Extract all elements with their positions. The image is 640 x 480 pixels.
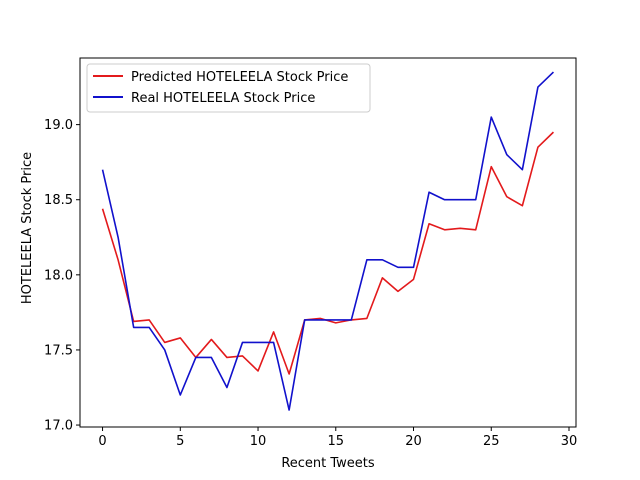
x-tick-label: 0 <box>98 434 106 449</box>
axes-frame <box>79 57 577 428</box>
legend-frame <box>86 63 371 113</box>
x-tick-label: 30 <box>561 434 578 449</box>
legend-label-real: Real HOTELEELA Stock Price <box>131 91 315 106</box>
x-tick-label: 25 <box>483 434 500 449</box>
x-tick-label: 5 <box>176 434 184 449</box>
x-axis-label: Recent Tweets <box>281 456 375 471</box>
x-tick-label: 20 <box>405 434 422 449</box>
y-tick-label: 17.5 <box>44 343 73 358</box>
y-tick-label: 18.5 <box>44 193 73 208</box>
x-tick-label: 15 <box>328 434 345 449</box>
legend-label-predicted: Predicted HOTELEELA Stock Price <box>131 70 348 85</box>
legend: Predicted HOTELEELA Stock Price Real HOT… <box>86 63 371 113</box>
plot-area <box>101 71 555 411</box>
axes: 0 5 10 15 20 25 30 17.0 17.5 18.0 18.5 19.0 <box>44 57 578 449</box>
x-tick-label: 10 <box>250 434 267 449</box>
y-tick-label: 19.0 <box>44 118 73 133</box>
y-axis-label: HOTELEELA Stock Price <box>20 152 35 304</box>
y-tick-label: 18.0 <box>44 268 73 283</box>
series-line-real <box>101 71 555 411</box>
y-tick-label: 17.0 <box>44 419 73 434</box>
